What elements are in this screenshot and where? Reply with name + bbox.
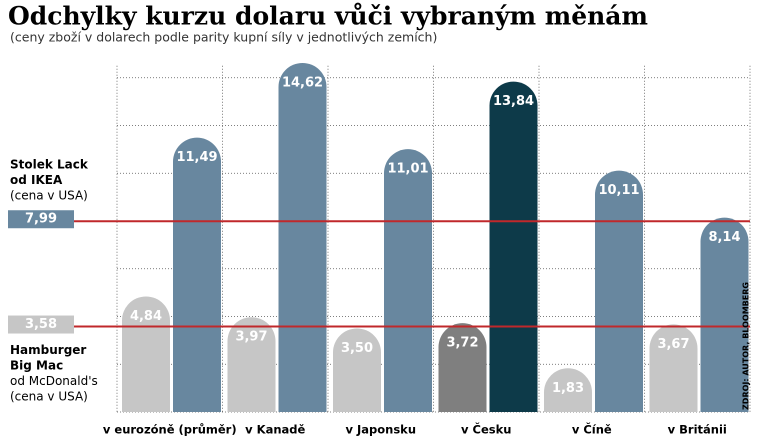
x-tick-label: v Japonsku (345, 423, 416, 437)
annotation: Big Mac (10, 359, 63, 373)
x-tick-label: v Británii (668, 423, 727, 437)
annotation: Stolek Lack (10, 158, 89, 172)
value-label: 10,11 (598, 183, 639, 198)
bar (700, 217, 749, 412)
bar (333, 328, 381, 412)
value-label: 3,50 (341, 341, 373, 356)
value-label: 3,67 (657, 337, 689, 352)
bar (384, 149, 432, 413)
bar (595, 170, 643, 412)
bar (173, 137, 221, 412)
x-tick-label: v Kanadě (245, 423, 305, 437)
x-tick-label: v Česku (461, 422, 511, 437)
bar (278, 62, 327, 412)
annotation: od McDonald's (10, 374, 98, 388)
source: ZDROJ: AUTOR, BLOOMBERG (742, 282, 751, 410)
value-label: 3,72 (446, 336, 478, 351)
bar (122, 296, 170, 412)
chart-subtitle: (ceny zboží v dolarech podle parity kupn… (10, 30, 437, 45)
value-label: 13,84 (493, 94, 534, 109)
chart-title: Odchylky kurzu dolaru vůči vybraným měná… (8, 2, 648, 31)
value-label: 11,49 (176, 150, 217, 165)
reference-label-box (8, 210, 74, 229)
value-label: 3,97 (235, 330, 267, 345)
x-tick-label: v eurozóně (průměr) (103, 423, 237, 437)
reference-label-box (8, 315, 74, 334)
bar (649, 324, 698, 412)
annotation: Hamburger (10, 343, 86, 357)
x-tick-label: v Číně (572, 422, 612, 437)
bar (489, 81, 538, 412)
annotation: (cena v USA) (10, 390, 88, 404)
annotation: od IKEA (10, 173, 63, 187)
value-label: 1,83 (552, 381, 584, 396)
bar (544, 368, 592, 412)
bar (438, 323, 487, 412)
value-label: 11,01 (387, 162, 428, 177)
annotation: (cena v USA) (10, 189, 88, 203)
value-label: 4,84 (130, 309, 162, 324)
value-label: 14,62 (282, 75, 323, 90)
value-label: 8,14 (708, 230, 740, 245)
reference-label: 3,58 (25, 317, 57, 332)
reference-label: 7,99 (25, 212, 57, 227)
bar (227, 317, 276, 412)
